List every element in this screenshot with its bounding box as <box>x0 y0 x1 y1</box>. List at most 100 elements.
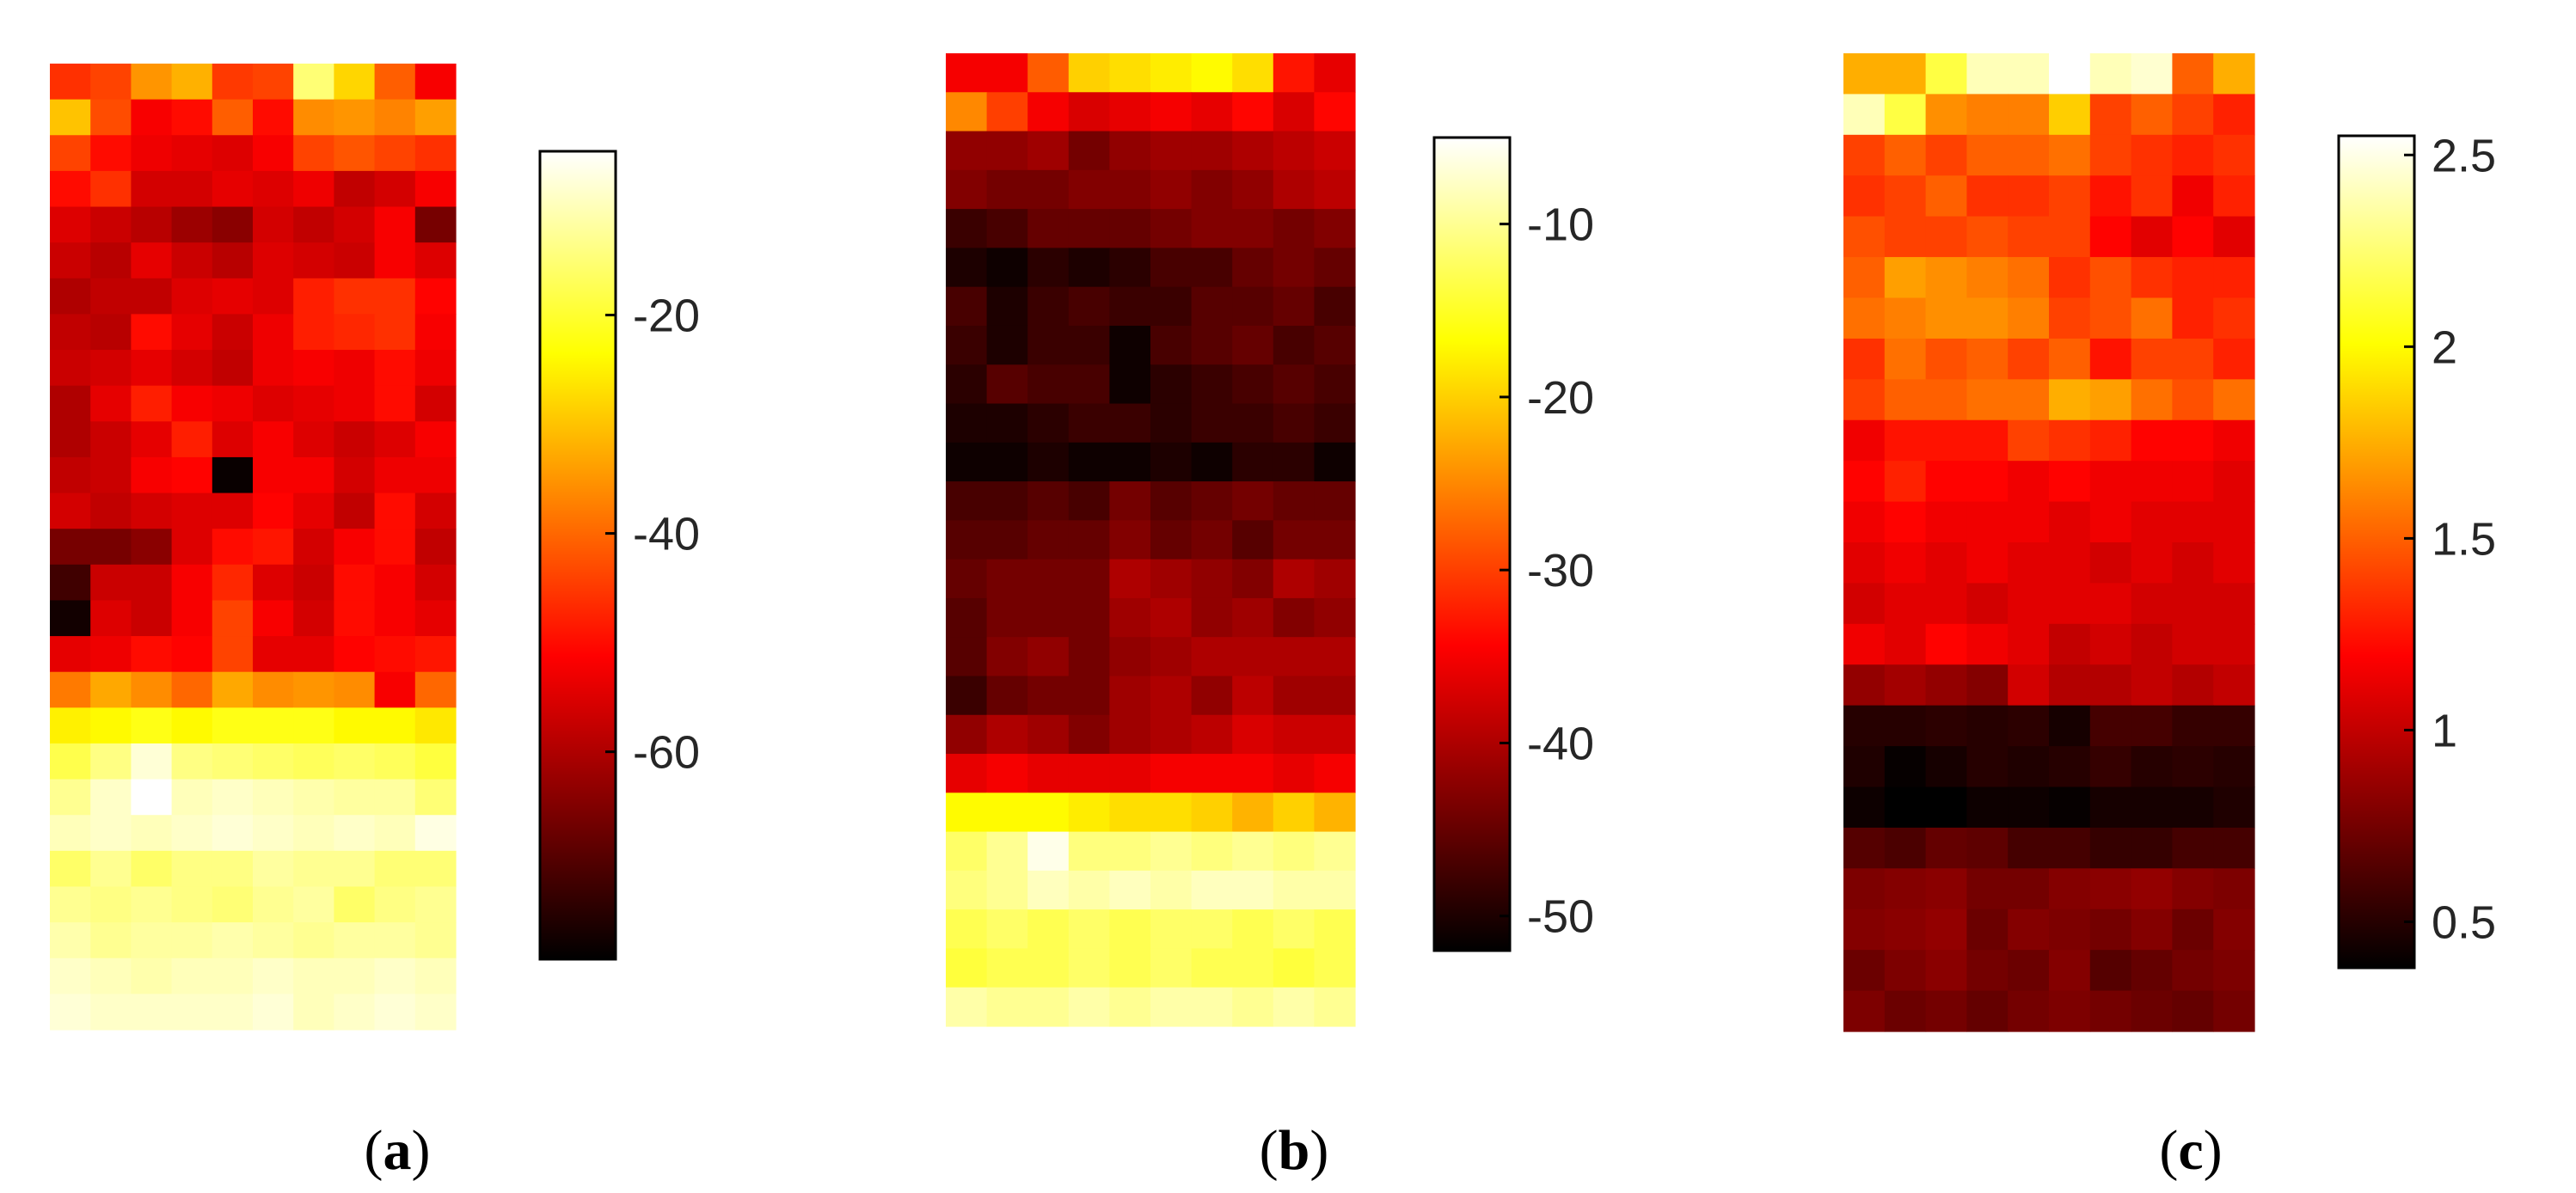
heatmap-cell <box>2172 868 2214 910</box>
heatmap-cell <box>374 421 416 458</box>
heatmap-cell <box>253 671 294 708</box>
heatmap-cell <box>2008 338 2050 380</box>
heatmap-cell <box>946 131 988 171</box>
heatmap-cell <box>1843 53 1886 95</box>
colorbar-c-ticks: 2.5 2 1.5 1 0.5 <box>2404 130 2496 948</box>
heatmap-cell <box>293 815 334 852</box>
heatmap-cell <box>1884 786 1927 829</box>
heatmap-cell <box>1232 403 1274 444</box>
heatmap-cell <box>1966 134 2009 176</box>
heatmap-cell <box>334 456 376 494</box>
heatmap-cell <box>334 385 376 422</box>
heatmap-cell <box>253 815 294 852</box>
heatmap-cell <box>50 671 91 708</box>
heatmap-cell <box>2089 542 2132 584</box>
heatmap-cell <box>293 64 334 101</box>
heatmap-cell <box>50 135 91 172</box>
heatmap-cell <box>2089 990 2132 1032</box>
heatmap-cell <box>414 278 457 315</box>
heatmap-cell <box>946 870 988 910</box>
heatmap-cell <box>1925 623 1967 665</box>
heatmap-cell <box>334 743 376 780</box>
heatmap-cell <box>212 850 254 888</box>
heatmap-cell <box>1314 676 1356 716</box>
heatmap-cell <box>1843 216 1886 258</box>
heatmap-cell <box>414 564 457 602</box>
heatmap-cell <box>50 886 91 923</box>
heatmap-cell <box>1884 419 1927 462</box>
heatmap-cell <box>2131 257 2173 299</box>
heatmap-cell <box>414 385 457 422</box>
heatmap-cell <box>90 994 132 1031</box>
heatmap-cell <box>2172 746 2214 788</box>
heatmap-cell <box>50 492 91 529</box>
heatmap-cell <box>131 600 173 637</box>
heatmap-cell <box>2008 134 2050 176</box>
heatmap-cell <box>2008 623 2050 665</box>
heatmap-cell <box>374 135 416 172</box>
heatmap-cell <box>2213 257 2255 299</box>
heatmap-cell <box>414 456 457 494</box>
heatmap-cell <box>946 520 988 560</box>
heatmap-cell <box>253 492 294 529</box>
heatmap-cell <box>171 886 213 923</box>
heatmap-cell <box>1884 990 1927 1032</box>
heatmap-cell <box>946 948 988 988</box>
panel-a: -20 -40 -60 (a) <box>50 64 700 1182</box>
heatmap-cell <box>1314 520 1356 560</box>
heatmap-cell <box>2008 705 2050 747</box>
heatmap-cell <box>253 135 294 172</box>
heatmap-cell <box>253 456 294 494</box>
heatmap-cell <box>1273 948 1315 988</box>
heatmap-cell <box>1109 792 1151 833</box>
heatmap-cell <box>1925 909 1967 951</box>
heatmap-cell <box>90 743 132 780</box>
heatmap-cell <box>2131 379 2173 421</box>
heatmap-cell <box>1273 870 1315 910</box>
heatmap-cell <box>946 209 988 248</box>
heatmap-cell <box>1925 134 1967 176</box>
heatmap-cell <box>2213 623 2255 665</box>
heatmap-cell <box>1314 92 1356 132</box>
colorbar-tick-label: -20 <box>1527 372 1594 424</box>
heatmap-cell <box>1027 248 1070 288</box>
heatmap-cell <box>212 815 254 852</box>
heatmap-cell <box>2131 705 2173 747</box>
heatmap-cell <box>253 99 294 136</box>
heatmap-cell <box>2213 542 2255 584</box>
heatmap-cell <box>50 421 91 458</box>
heatmap-cell <box>1150 948 1193 988</box>
panel-b: -10 -20 -30 -40 -50 (b) <box>946 53 1594 1182</box>
heatmap-cell <box>2008 94 2050 136</box>
heatmap-cell <box>253 206 294 243</box>
heatmap-cell <box>1068 754 1110 793</box>
heatmap-cell <box>1925 990 1967 1032</box>
heatmap-cell <box>1109 169 1151 210</box>
heatmap-cell <box>2089 827 2132 869</box>
heatmap-cell <box>50 206 91 243</box>
heatmap-cell <box>1843 379 1886 421</box>
heatmap-cell <box>2049 746 2091 788</box>
heatmap-cell <box>1273 92 1315 132</box>
heatmap-cell <box>293 314 334 351</box>
heatmap-cell <box>946 248 988 288</box>
heatmap-cell <box>90 492 132 529</box>
heatmap-cell <box>2089 94 2132 136</box>
heatmap-cell <box>1068 831 1110 872</box>
heatmap-cell <box>1925 583 1967 625</box>
heatmap-cell <box>2213 216 2255 258</box>
heatmap-cell <box>2049 705 2091 747</box>
heatmap-cell <box>171 492 213 529</box>
colorbar-b: -10 -20 -30 -40 -50 <box>1432 136 1594 952</box>
heatmap-cell <box>131 350 173 387</box>
heatmap-cell <box>414 815 457 852</box>
heatmap-cell <box>1925 827 1967 869</box>
heatmap-cell <box>293 529 334 566</box>
heatmap-cell <box>293 492 334 529</box>
heatmap-cell <box>1966 257 2009 299</box>
heatmap-cell <box>2049 827 2091 869</box>
heatmap-cell <box>50 743 91 780</box>
heatmap-cell <box>2172 909 2214 951</box>
heatmap-cell <box>1232 559 1274 599</box>
heatmap-cell <box>50 707 91 744</box>
